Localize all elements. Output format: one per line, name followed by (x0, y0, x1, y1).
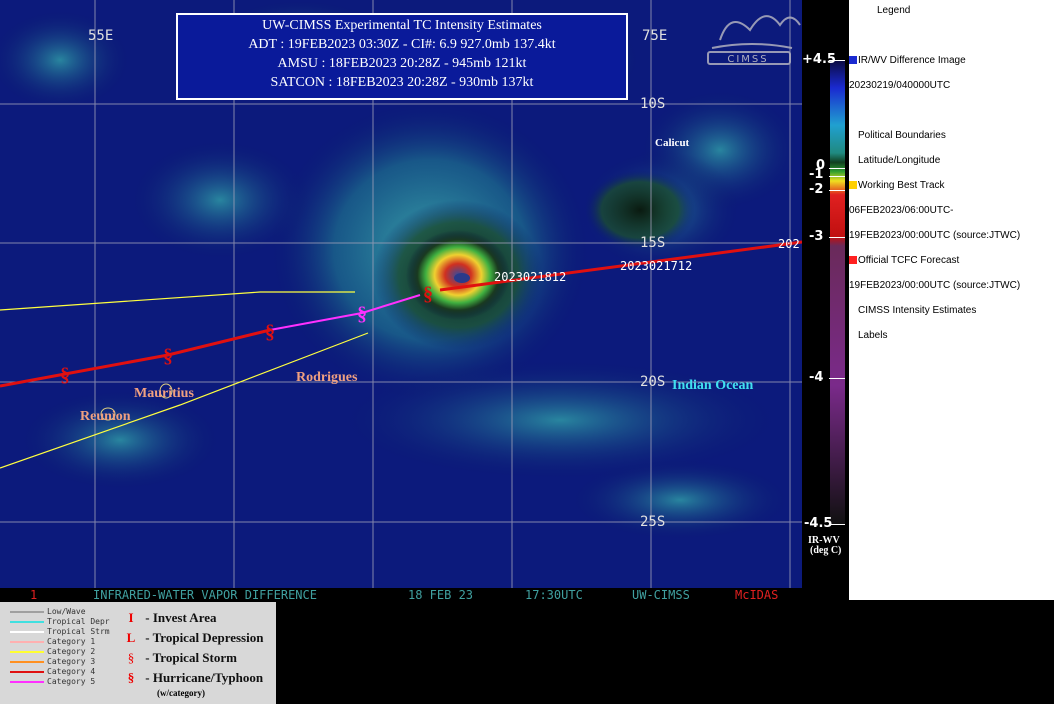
hurricane-icon: § (127, 670, 135, 685)
track-category-key: Low/Wave Tropical Depr Tropical Strm Cat… (0, 602, 276, 704)
product-name: INFRARED-WATER VAPOR DIFFERENCE (93, 588, 317, 602)
track-label-1: 2023021812 (494, 270, 566, 284)
key-color-tropical-strm (10, 630, 44, 633)
colorbar-tick-m1: -1 (809, 167, 824, 182)
forecast-cone-south (0, 332, 369, 469)
key-row-cat5: Category 5 (10, 677, 95, 687)
key-color-cat5 (10, 680, 44, 683)
forecast-cone-north (0, 291, 355, 311)
legend-item-cimss[interactable]: CIMSS Intensity Estimates (858, 305, 977, 316)
legend-item-forecast-time: 19FEB2023/00:00UTC (source:JTWC) (849, 280, 1021, 291)
key-color-tropical-depr (10, 620, 44, 623)
invest-area-icon: I (128, 610, 134, 625)
intensity-estimates-box: UW-CIMSS Experimental TC Intensity Estim… (176, 13, 628, 100)
adt-estimate: ADT : 19FEB2023 03:30Z - CI#: 6.9 927.0m… (248, 37, 556, 52)
key-color-cat3 (10, 660, 44, 663)
legend-item-diff-image[interactable]: IR/WV Difference Image (858, 55, 966, 66)
colorbar-unit-1: IR-WV (808, 535, 840, 546)
key-tropical-depression: L - Tropical Depression (120, 630, 264, 646)
legend-panel: Legend IR/WV Difference Image 20230219/0… (849, 0, 1054, 600)
legend-swatch-political (849, 131, 857, 139)
legend-item-best-track-end: 19FEB2023/00:00UTC (source:JTWC) (849, 230, 1021, 241)
legend-swatch-forecast (849, 256, 857, 264)
legend-item-political[interactable]: Political Boundaries (858, 130, 946, 141)
reunion-outline (100, 407, 116, 421)
hurricane-symbol-4: § (163, 345, 173, 367)
mauritius-outline (159, 383, 173, 399)
lon-75e-label: 75E (642, 28, 667, 44)
lat-15s-label: 15S (640, 235, 665, 251)
key-tropical-storm: § - Tropical Storm (120, 650, 237, 666)
colorbar-scale (830, 60, 845, 525)
key-row-cat2: Category 2 (10, 647, 95, 657)
colorbar-unit-2: (deg C) (810, 545, 842, 556)
lat-20s-label: 20S (640, 374, 665, 390)
colorbar-tick-0: 0 (816, 158, 826, 173)
legend-swatch-labels (849, 331, 857, 339)
map-labels: 55E 75E 10S 15S 20S 25S 2023021812 20230… (80, 28, 800, 530)
cimss-logo (707, 15, 801, 65)
amsu-estimate: AMSU : 18FEB2023 20:28Z - 945mb 121kt (277, 56, 527, 71)
title-box-heading: UW-CIMSS Experimental TC Intensity Estim… (262, 18, 542, 33)
key-row-tropical-depr: Tropical Depr (10, 617, 110, 627)
track-label-2: 2023021712 (620, 259, 692, 273)
legend-swatch-diff (849, 56, 857, 64)
frame-number: 1 (30, 588, 38, 602)
lat-10s-label: 10S (640, 96, 665, 112)
colorbar-tick-min: -4.5 (804, 516, 833, 531)
key-row-cat1: Category 1 (10, 637, 95, 647)
satcon-estimate: SATCON : 18FEB2023 20:28Z - 930mb 137kt (270, 75, 534, 90)
colorbar-tick-m2: -2 (809, 182, 824, 197)
image-date: 18 FEB 23 (408, 588, 474, 602)
key-hurricane: § - Hurricane/Typhoon (120, 670, 263, 686)
tropical-depression-icon: L (126, 630, 136, 645)
key-invest-area: I - Invest Area (120, 610, 216, 626)
software-name: McIDAS (735, 588, 779, 602)
tropical-storm-icon: § (127, 650, 135, 665)
rodrigues-label: Rodrigues (296, 370, 358, 385)
colorbar-tick-m4: -4 (809, 370, 824, 385)
mauritius-label: Mauritius (134, 386, 194, 401)
legend-item-best-track-start: 06FEB2023/06:00UTC- (849, 205, 954, 216)
key-color-cat4 (10, 670, 44, 673)
legend-swatch-cimss (849, 306, 857, 314)
forecast-track-red (0, 328, 271, 388)
track-label-3: 202 (778, 237, 800, 251)
key-color-cat1 (10, 640, 44, 643)
image-info-strip: 1 INFRARED-WATER VAPOR DIFFERENCE 18 FEB… (0, 588, 802, 602)
key-row-cat4: Category 4 (10, 667, 95, 677)
colorbar-tick-m3: -3 (809, 229, 824, 244)
indian-ocean-label: Indian Ocean (672, 378, 754, 393)
image-time: 17:30UTC (525, 588, 583, 602)
hurricane-symbol-1: § (423, 283, 433, 305)
key-row-tropical-strm: Tropical Strm (10, 627, 110, 637)
legend-item-labels[interactable]: Labels (858, 330, 888, 341)
cimss-logo-text: CIMSS (727, 54, 768, 65)
key-color-low-wave (10, 610, 44, 613)
forecast-track-magenta (269, 294, 421, 331)
key-category-note: (w/category) (157, 688, 205, 698)
key-color-cat2 (10, 650, 44, 653)
key-row-low-wave: Low/Wave (10, 607, 86, 617)
best-track-line (439, 240, 802, 292)
calicut-label: Calicut (655, 137, 690, 149)
lon-55e-label: 55E (88, 28, 113, 44)
hurricane-symbol-2: § (357, 303, 367, 325)
legend-item-diff-time: 20230219/040000UTC (849, 80, 951, 91)
legend-swatch-latlon (849, 156, 857, 164)
lat-25s-label: 25S (640, 514, 665, 530)
key-row-cat3: Category 3 (10, 657, 95, 667)
image-source: UW-CIMSS (632, 588, 690, 602)
legend-swatch-best-track (849, 181, 857, 189)
legend-item-latlon[interactable]: Latitude/Longitude (858, 155, 941, 166)
reunion-label: Reunion (80, 409, 131, 424)
legend-item-best-track[interactable]: Working Best Track (858, 180, 945, 191)
colorbar-tick-max: +4.5 (802, 52, 836, 67)
hurricane-symbol-3: § (265, 321, 275, 343)
legend-title: Legend (877, 5, 911, 16)
legend-item-forecast[interactable]: Official TCFC Forecast (858, 255, 960, 266)
hurricane-symbol-5: § (60, 364, 70, 386)
